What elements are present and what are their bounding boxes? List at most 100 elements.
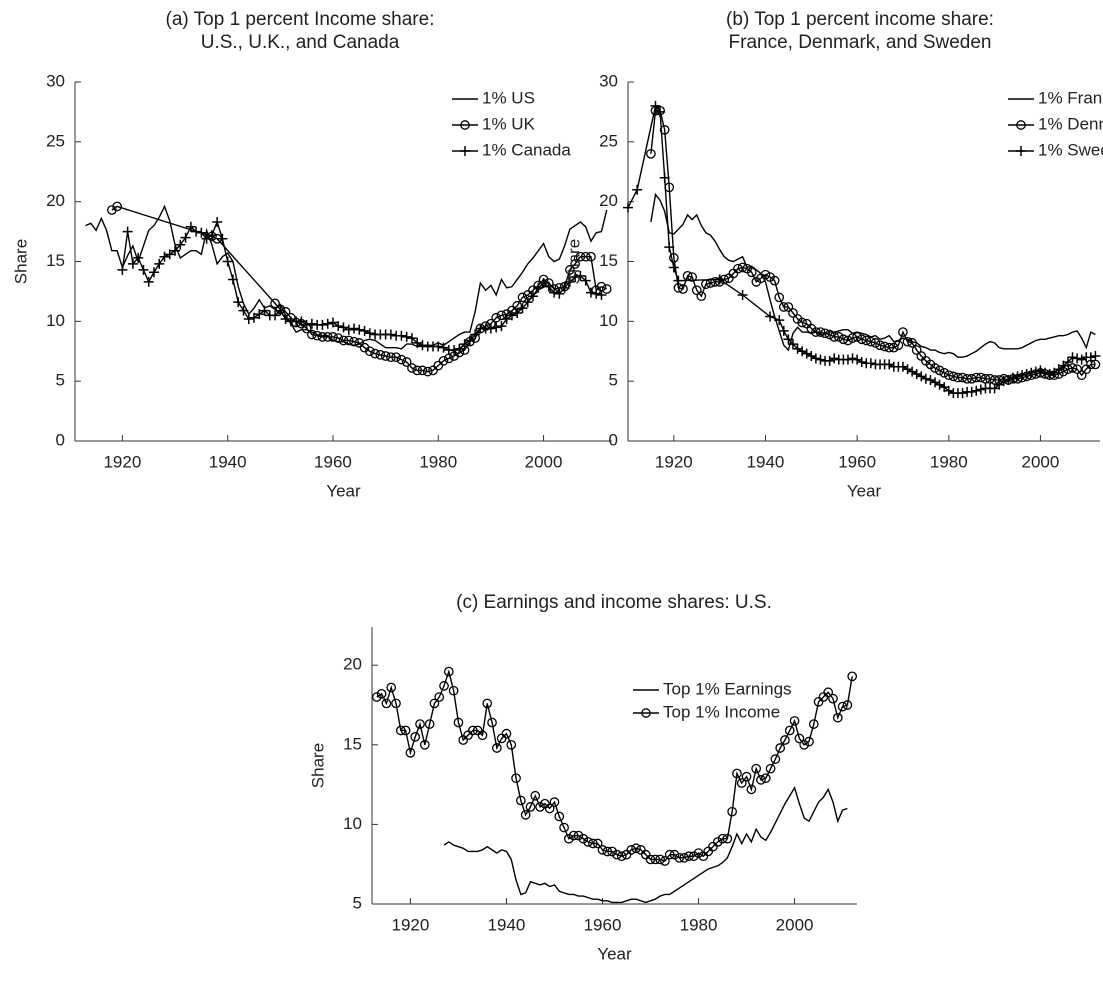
marker <box>175 239 186 250</box>
marker <box>980 373 991 384</box>
marker <box>429 698 440 709</box>
marker <box>998 376 1009 387</box>
marker <box>930 363 940 373</box>
marker <box>804 736 814 747</box>
x-tick-label: 1980 <box>680 915 718 934</box>
marker <box>516 795 526 806</box>
marker <box>934 365 945 376</box>
marker <box>784 725 795 736</box>
marker <box>570 259 580 269</box>
marker <box>1062 357 1073 368</box>
marker <box>317 332 328 342</box>
marker <box>407 363 417 373</box>
marker <box>322 318 333 329</box>
marker <box>254 309 265 320</box>
legend-marker <box>460 120 470 130</box>
marker <box>482 698 493 709</box>
marker <box>448 685 459 696</box>
marker <box>485 323 496 334</box>
marker <box>746 267 757 278</box>
marker <box>554 811 565 822</box>
y-tick-label: 15 <box>599 251 618 270</box>
marker <box>774 315 785 326</box>
legend-label: Top 1% Income <box>663 702 780 721</box>
marker <box>898 327 908 337</box>
marker <box>769 275 780 286</box>
marker <box>1040 367 1051 378</box>
marker <box>815 354 826 365</box>
marker <box>180 232 191 243</box>
marker <box>196 227 207 238</box>
series-line <box>627 104 1096 394</box>
marker <box>535 802 545 812</box>
marker <box>583 837 593 847</box>
marker <box>164 249 175 260</box>
y-axis-label: Share <box>564 239 583 284</box>
marker <box>419 739 430 750</box>
marker <box>424 719 435 729</box>
marker <box>522 297 533 308</box>
marker <box>966 373 977 384</box>
marker <box>688 851 699 862</box>
marker <box>948 371 959 382</box>
marker <box>737 290 748 301</box>
marker <box>596 290 607 301</box>
marker <box>664 242 675 253</box>
marker <box>580 251 591 262</box>
marker <box>696 291 707 302</box>
marker <box>496 321 507 332</box>
marker <box>249 312 259 323</box>
marker <box>787 339 798 350</box>
marker <box>778 302 789 312</box>
marker <box>1030 366 1041 377</box>
marker <box>976 372 986 383</box>
marker <box>712 837 723 847</box>
marker <box>678 284 688 294</box>
marker <box>530 790 541 801</box>
marker <box>417 340 428 351</box>
marker <box>612 849 622 860</box>
marker <box>338 335 349 346</box>
x-tick-label: 1960 <box>838 452 876 471</box>
marker <box>328 332 338 342</box>
y-tick-label: 0 <box>56 430 65 449</box>
marker <box>520 810 531 820</box>
marker <box>866 336 876 347</box>
marker <box>943 370 954 381</box>
marker <box>655 854 665 865</box>
marker <box>459 339 470 350</box>
x-tick-label: 1980 <box>930 452 968 471</box>
marker <box>601 284 612 294</box>
marker <box>953 372 963 383</box>
marker <box>828 693 838 704</box>
legend-label: 1% Denmark <box>1038 114 1103 133</box>
marker <box>799 739 810 750</box>
y-tick-label: 20 <box>46 191 65 210</box>
marker <box>808 719 819 729</box>
marker <box>517 303 528 314</box>
marker <box>501 728 512 739</box>
marker <box>823 687 834 698</box>
x-tick-label: 2000 <box>525 452 563 471</box>
marker <box>544 803 555 814</box>
marker <box>454 343 465 354</box>
marker <box>741 771 752 782</box>
marker <box>884 342 895 353</box>
y-tick-label: 30 <box>599 71 618 90</box>
x-tick-label: 1980 <box>419 452 457 471</box>
marker <box>801 348 812 359</box>
marker <box>774 292 785 303</box>
x-tick-label: 1960 <box>314 452 352 471</box>
marker <box>428 365 438 376</box>
marker <box>491 312 502 323</box>
marker <box>528 291 539 302</box>
marker <box>438 355 449 366</box>
marker <box>865 358 876 369</box>
marker <box>789 716 800 726</box>
marker <box>659 125 670 135</box>
marker <box>893 340 904 351</box>
marker <box>1035 365 1046 376</box>
marker <box>797 317 807 328</box>
marker <box>412 337 423 348</box>
marker <box>406 333 417 344</box>
